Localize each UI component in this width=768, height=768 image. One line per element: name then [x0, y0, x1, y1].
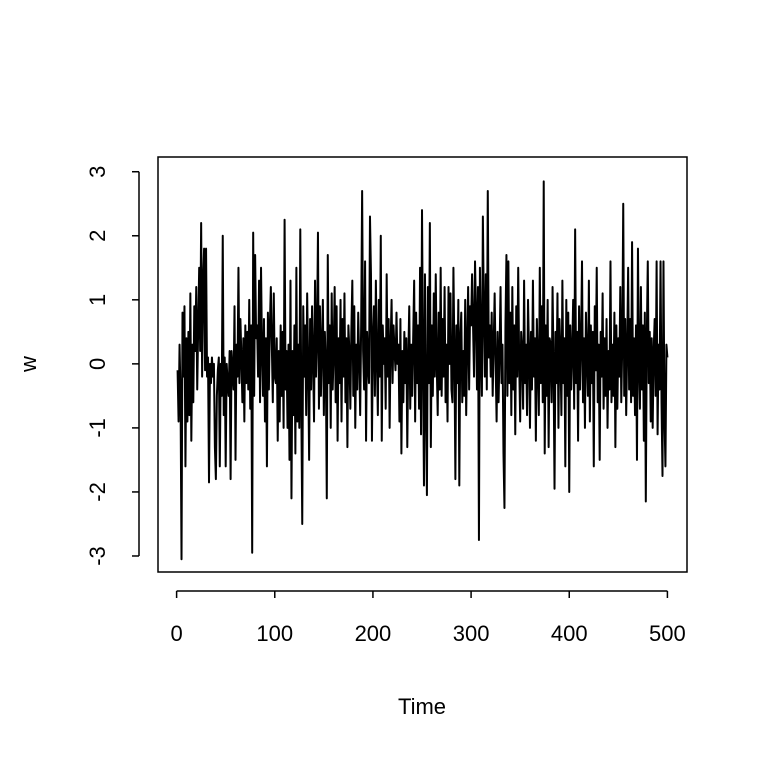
y-tick-label: 3 — [85, 166, 110, 178]
y-tick-label: -1 — [85, 418, 110, 438]
y-tick-label: -2 — [85, 482, 110, 502]
x-tick-label: 0 — [170, 621, 182, 646]
y-tick-label: 2 — [85, 230, 110, 242]
y-tick-label: 0 — [85, 358, 110, 370]
x-axis-label: Time — [398, 694, 446, 719]
x-tick-label: 300 — [453, 621, 490, 646]
x-tick-label: 200 — [355, 621, 392, 646]
x-tick-label: 400 — [551, 621, 588, 646]
y-tick-label: -3 — [85, 546, 110, 566]
series-line — [176, 180, 669, 561]
plot-box — [157, 156, 688, 573]
x-tick-label: 500 — [649, 621, 686, 646]
x-tick-label: 100 — [256, 621, 293, 646]
y-axis-label: w — [16, 356, 41, 373]
y-tick-label: 1 — [85, 294, 110, 306]
